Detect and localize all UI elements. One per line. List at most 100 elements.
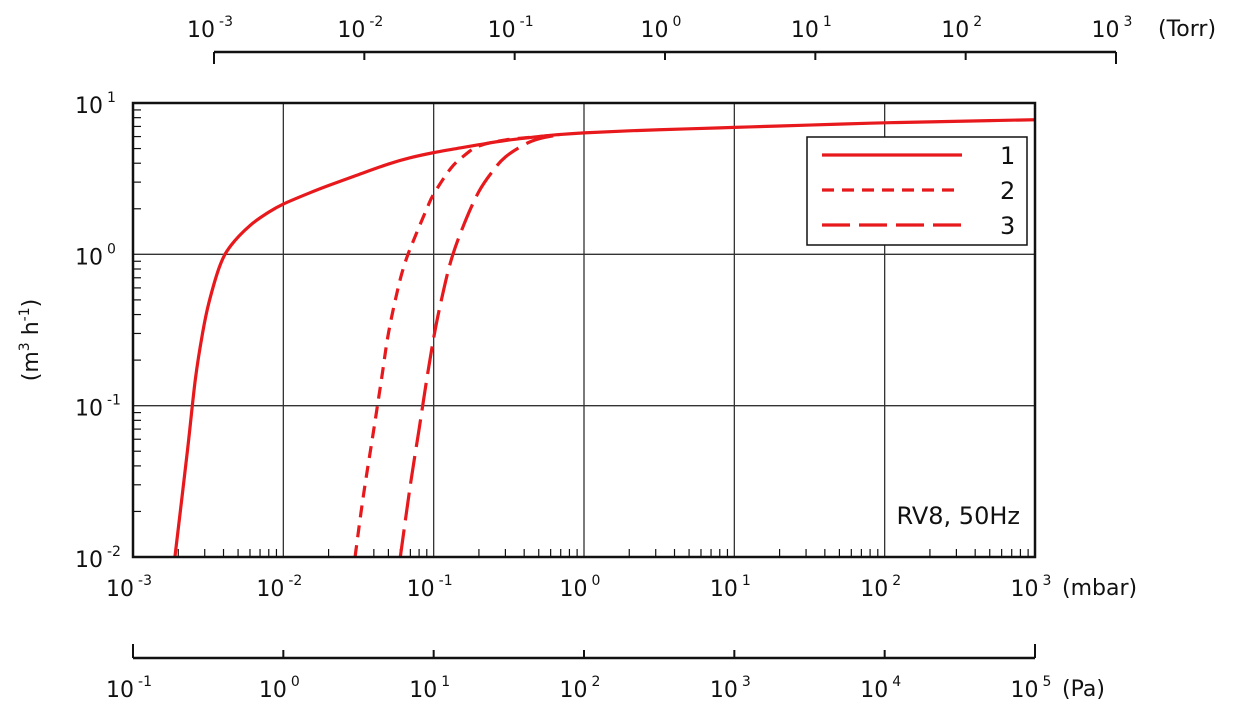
series-line-3: [398, 132, 562, 558]
pa-tick-label: 10 -1: [106, 674, 152, 703]
legend: 1 2 3: [806, 136, 1028, 246]
legend-label-2: 2: [1000, 177, 1015, 205]
torr-tick-label-base: 10: [1092, 18, 1120, 43]
torr-tick-label-base: 10: [941, 18, 969, 43]
pa-tick-label-base: 10: [106, 678, 134, 703]
torr-tick-label-exp: 2: [973, 14, 982, 30]
torr-tick-label: 10 -3: [187, 14, 233, 43]
torr-tick-label-exp: -1: [520, 14, 534, 30]
mbar-tick-label-exp: 2: [892, 573, 901, 589]
mbar-tick-label-exp: -1: [439, 573, 453, 589]
mbar-tick-label-exp: -2: [288, 573, 302, 589]
mbar-tick-label-exp: 3: [1043, 573, 1052, 589]
mbar-tick-label: 10 -3: [106, 573, 152, 602]
pa-tick-label-exp: 2: [592, 674, 601, 690]
series-line-2: [353, 132, 561, 558]
chart-annotation: RV8, 50Hz: [897, 502, 1021, 530]
pa-tick-label-base: 10: [259, 678, 287, 703]
y-axis-label: (m3 h-1): [17, 299, 44, 381]
mbar-tick-label-base: 10: [560, 577, 588, 602]
pa-tick-label: 10 0: [259, 674, 300, 703]
y-tick-label-base: 10: [75, 94, 103, 119]
y-label-sup1: 3: [17, 342, 33, 351]
mbar-tick-label: 10 1: [710, 573, 751, 602]
torr-unit-label: (Torr): [1158, 17, 1216, 42]
y-tick-label-exp: -2: [107, 544, 121, 560]
y-tick-label-base: 10: [75, 397, 103, 422]
torr-tick-label: 10 -2: [337, 14, 383, 43]
mbar-tick-label-base: 10: [256, 577, 284, 602]
y-label-end: ): [19, 299, 44, 308]
pa-tick-label-exp: 0: [291, 674, 300, 690]
mbar-tick-label-base: 10: [860, 577, 888, 602]
mbar-unit-label: (mbar): [1062, 576, 1137, 601]
mbar-tick-label-base: 10: [710, 577, 738, 602]
torr-tick-label-exp: 1: [823, 14, 832, 30]
mbar-tick-label-base: 10: [1011, 577, 1039, 602]
torr-tick-label: 10 2: [941, 14, 982, 43]
y-tick-label: 10 1: [75, 90, 116, 119]
pa-tick-label-exp: 4: [892, 674, 901, 690]
pa-tick-label-exp: 5: [1043, 674, 1052, 690]
torr-tick-label-exp: 3: [1124, 14, 1133, 30]
y-tick-label-exp: -1: [107, 393, 121, 409]
mbar-tick-label: 10 2: [860, 573, 901, 602]
pa-tick-label-base: 10: [409, 678, 437, 703]
pa-tick-label-base: 10: [560, 678, 588, 703]
y-tick-label-exp: 1: [107, 90, 116, 106]
pa-tick-label: 10 5: [1011, 674, 1052, 703]
torr-tick-label-base: 10: [791, 18, 819, 43]
mbar-tick-label-exp: 1: [742, 573, 751, 589]
torr-tick-label-exp: -2: [369, 14, 383, 30]
y-tick-label: 10 -1: [75, 393, 121, 422]
pa-tick-label-base: 10: [860, 678, 888, 703]
torr-tick-label: 10 0: [641, 14, 682, 43]
mbar-tick-label-base: 10: [106, 577, 134, 602]
torr-tick-label: 10 -1: [488, 14, 534, 43]
pa-tick-label-exp: -1: [138, 674, 152, 690]
y-label-base: (m: [19, 351, 44, 381]
y-label-sup2: -1: [17, 307, 33, 321]
grid: [133, 103, 1035, 557]
torr-tick-label-base: 10: [337, 18, 365, 43]
y-tick-label: 10 -2: [75, 544, 121, 573]
pa-tick-label-base: 10: [1011, 678, 1039, 703]
pa-tick-label-base: 10: [710, 678, 738, 703]
torr-axis: 10 -3 10 -2 10 -1 10 0 10 1 10 2 10 3 (Torr): [187, 14, 1216, 64]
torr-tick-label-base: 10: [488, 18, 516, 43]
mbar-tick-label: 10 0: [560, 573, 601, 602]
mbar-tick-labels: 10 -3 10 -2 10 -1 10 0 10 1 10 2 10 3: [106, 573, 1051, 602]
mbar-tick-label-base: 10: [407, 577, 435, 602]
mbar-tick-label: 10 -2: [256, 573, 302, 602]
pa-unit-label: (Pa): [1062, 677, 1105, 702]
mbar-tick-label-exp: 0: [592, 573, 601, 589]
pa-tick-label-exp: 3: [742, 674, 751, 690]
y-tick-label-base: 10: [75, 548, 103, 573]
series-line-1: [173, 118, 1036, 558]
torr-tick-label-base: 10: [641, 18, 669, 43]
torr-tick-label-exp: -3: [219, 14, 233, 30]
torr-tick-label: 10 1: [791, 14, 832, 43]
legend-box: [806, 136, 1028, 246]
torr-tick-label-base: 10: [187, 18, 215, 43]
mbar-tick-label: 10 -1: [407, 573, 453, 602]
mbar-tick-label: 10 3: [1011, 573, 1052, 602]
torr-tick-label-exp: 0: [673, 14, 682, 30]
y-tick-label-base: 10: [75, 245, 103, 270]
pa-tick-label: 10 1: [409, 674, 450, 703]
y-tick-label: 10 0: [75, 241, 116, 270]
plot-frame: [131, 101, 1037, 559]
pa-tick-label-exp: 1: [441, 674, 450, 690]
legend-label-3: 3: [1000, 212, 1015, 240]
pa-axis: 10 -1 10 0 10 1 10 2 10 3 10 4 10 5 (Pa): [106, 644, 1105, 703]
torr-tick-label: 10 3: [1092, 14, 1133, 43]
pa-tick-label: 10 3: [710, 674, 751, 703]
series-group: [173, 118, 1036, 558]
mbar-tick-label-exp: -3: [138, 573, 152, 589]
y-tick-label-exp: 0: [107, 241, 116, 257]
legend-label-1: 1: [1000, 142, 1015, 170]
y-label-mid: h: [19, 321, 44, 342]
pa-tick-label: 10 2: [560, 674, 601, 703]
